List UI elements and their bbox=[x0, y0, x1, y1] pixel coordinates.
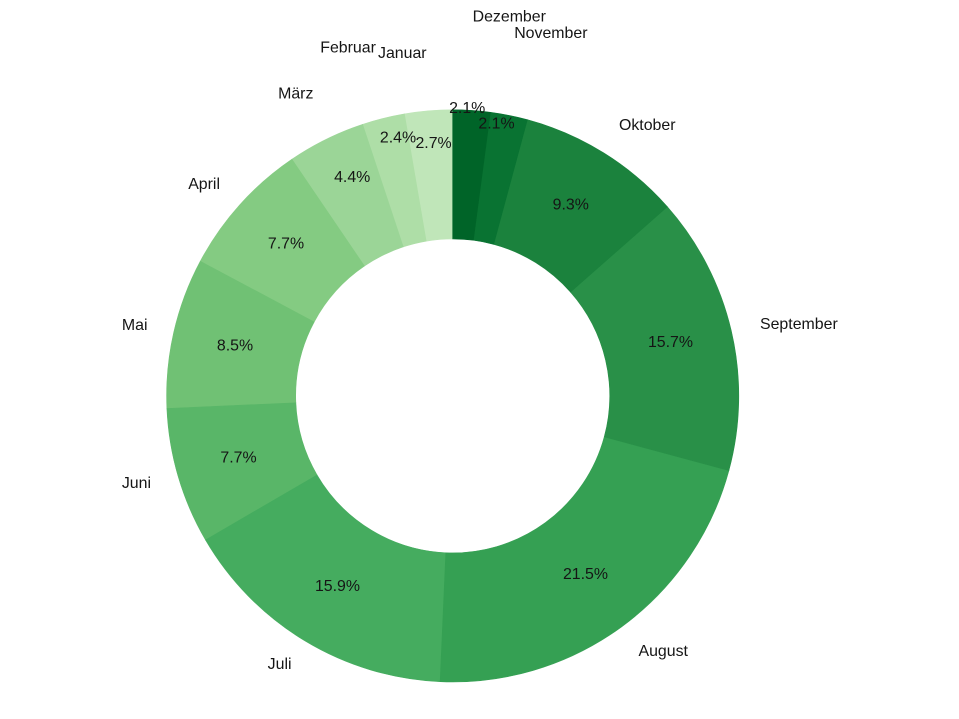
svg-text:September: September bbox=[760, 316, 838, 333]
svg-text:Dezember: Dezember bbox=[473, 9, 547, 26]
svg-text:August: August bbox=[639, 643, 689, 660]
svg-text:Juni: Juni bbox=[122, 475, 151, 492]
svg-text:2.1%: 2.1% bbox=[478, 116, 514, 133]
svg-text:Juli: Juli bbox=[268, 656, 292, 673]
svg-text:15.9%: 15.9% bbox=[315, 578, 360, 595]
svg-text:4.4%: 4.4% bbox=[334, 169, 370, 186]
svg-text:Januar: Januar bbox=[378, 45, 427, 62]
svg-text:Oktober: Oktober bbox=[619, 117, 676, 134]
svg-text:Mai: Mai bbox=[122, 317, 148, 334]
svg-text:15.7%: 15.7% bbox=[648, 334, 693, 351]
svg-text:7.7%: 7.7% bbox=[268, 236, 304, 253]
svg-text:2.1%: 2.1% bbox=[449, 100, 485, 117]
svg-text:2.4%: 2.4% bbox=[380, 130, 416, 147]
svg-text:Februar: Februar bbox=[320, 40, 376, 57]
svg-text:8.5%: 8.5% bbox=[217, 338, 253, 355]
svg-text:21.5%: 21.5% bbox=[563, 566, 608, 583]
svg-text:7.7%: 7.7% bbox=[220, 450, 256, 467]
svg-text:April: April bbox=[188, 176, 220, 193]
svg-text:März: März bbox=[278, 86, 313, 103]
svg-text:9.3%: 9.3% bbox=[553, 197, 589, 214]
svg-text:November: November bbox=[514, 25, 588, 42]
svg-text:2.7%: 2.7% bbox=[415, 135, 451, 152]
